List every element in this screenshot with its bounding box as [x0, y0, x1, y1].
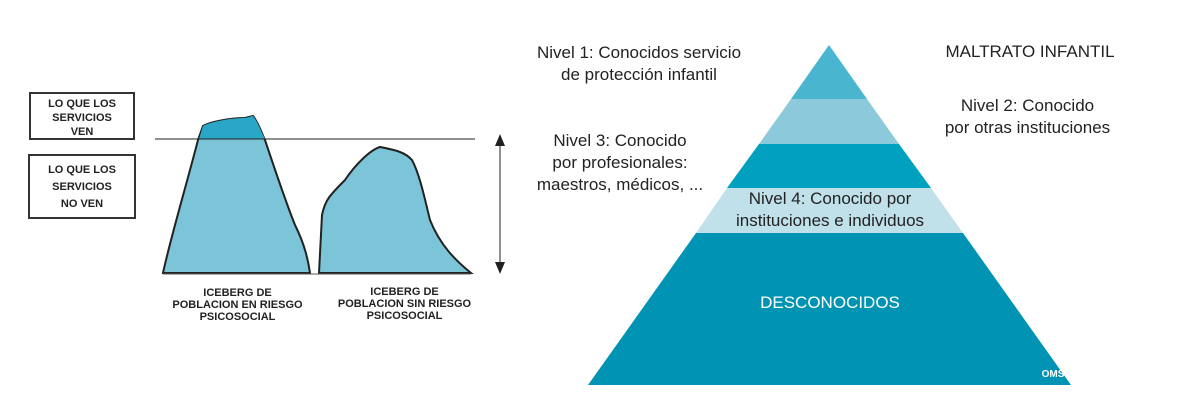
- caption-no-risk: ICEBERG DE POBLACION SIN RIESGO PSICOSOC…: [322, 286, 487, 322]
- label-line: Nivel 3: Conocido: [553, 131, 687, 150]
- box-text: LO QUE LOS: [48, 164, 116, 176]
- label-line: maestros, médicos, ...: [536, 175, 704, 194]
- box-text: SERVICIOS: [52, 112, 112, 124]
- pyramid-unknown: [588, 233, 1071, 385]
- label-line: instituciones e individuos: [735, 211, 925, 230]
- label-line: por profesionales:: [552, 153, 688, 172]
- iceberg-no-risk: [317, 145, 474, 274]
- label-line: Nivel 2: Conocido: [960, 96, 1095, 115]
- pyramid-level-2: [759, 99, 899, 144]
- box-text: VEN: [70, 126, 94, 138]
- iceberg-tip-visible: [199, 116, 265, 139]
- unknown-label: DESCONOCIDOS: [760, 293, 900, 312]
- box-text: NO VEN: [60, 198, 104, 210]
- label-line: Nivel 4: Conocido por: [748, 189, 912, 208]
- box-text: SERVICIOS: [52, 181, 112, 193]
- arrow-down-icon: [495, 262, 505, 274]
- iceberg-at-risk: [161, 114, 312, 274]
- source-label: OMS 94: [1041, 369, 1079, 380]
- level-2-label: Nivel 2: Conocido por otras institucione…: [920, 95, 1135, 139]
- arrow-up-icon: [495, 134, 505, 146]
- box-text: LO QUE LOS: [48, 98, 116, 110]
- box-services-see: LO QUE LOS SERVICIOS VEN: [29, 92, 135, 140]
- caption-line: PSICOSOCIAL: [199, 311, 276, 323]
- caption-line: ICEBERG DE: [370, 286, 439, 298]
- box-services-dont-see: LO QUE LOS SERVICIOS NO VEN: [28, 154, 136, 219]
- caption-line: POBLACION SIN RIESGO: [337, 298, 472, 310]
- caption-line: PSICOSOCIAL: [366, 310, 443, 322]
- pyramid-level-4: [696, 188, 963, 233]
- label-line: de protección infantil: [561, 65, 717, 84]
- pyramid-title: MALTRATO INFANTIL: [945, 42, 1115, 61]
- level-3-label: Nivel 3: Conocido por profesionales: mae…: [505, 130, 735, 196]
- caption-line: POBLACION EN RIESGO: [172, 299, 303, 311]
- caption-line: ICEBERG DE: [203, 287, 272, 299]
- caption-at-risk: ICEBERG DE POBLACION EN RIESGO PSICOSOCI…: [155, 287, 320, 323]
- level-1-label: Nivel 1: Conocidos servicio de protecció…: [504, 42, 774, 86]
- pyramid-level-3: [727, 144, 931, 188]
- label-line: por otras instituciones: [944, 118, 1111, 137]
- pyramid-level-1: [791, 45, 867, 99]
- level-4-label: Nivel 4: Conocido por instituciones e in…: [720, 188, 940, 232]
- label-line: Nivel 1: Conocidos servicio: [536, 43, 742, 62]
